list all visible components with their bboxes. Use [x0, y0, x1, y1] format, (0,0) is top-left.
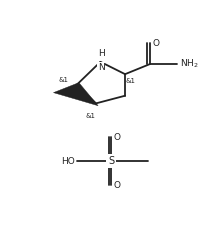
Text: S: S: [108, 156, 114, 166]
Text: O: O: [114, 181, 120, 189]
Text: O: O: [152, 39, 159, 48]
Text: NH$_2$: NH$_2$: [180, 58, 198, 70]
Text: H: H: [98, 49, 105, 58]
Text: O: O: [114, 133, 120, 142]
Polygon shape: [53, 83, 98, 106]
Text: HO: HO: [61, 157, 75, 166]
Text: &1: &1: [85, 113, 95, 119]
Text: N: N: [98, 63, 105, 72]
Text: &1: &1: [126, 78, 136, 84]
Text: &1: &1: [59, 77, 69, 83]
